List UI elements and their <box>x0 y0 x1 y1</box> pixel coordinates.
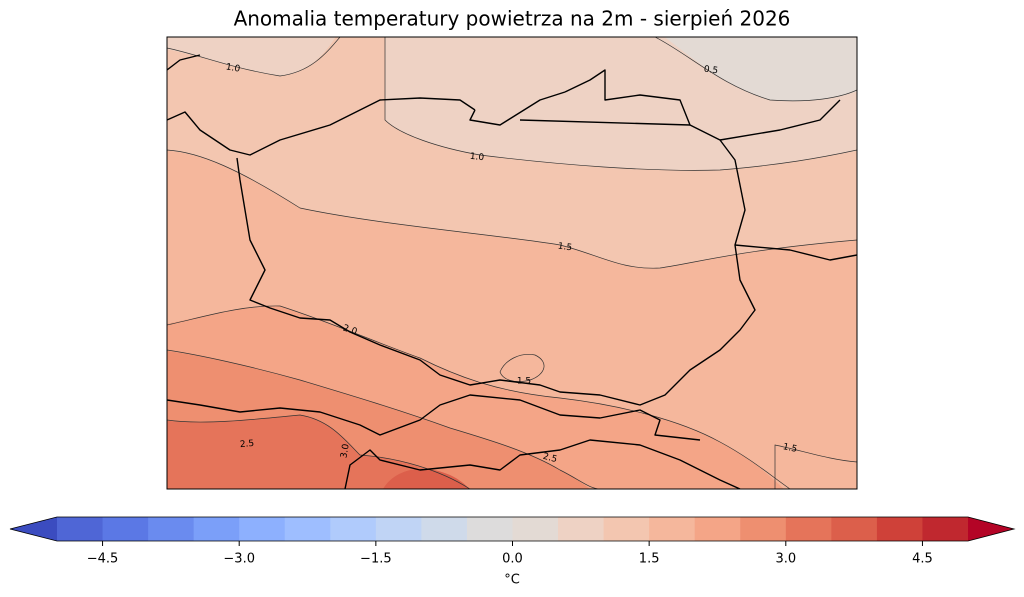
border-line <box>167 394 701 441</box>
colorbar-segment <box>922 517 969 541</box>
colorbar-tick-label: 1.5 <box>639 552 660 567</box>
field <box>664 37 857 101</box>
colorbar-segment <box>330 517 377 541</box>
contour-line <box>384 37 857 171</box>
colorbar-segment <box>148 517 195 541</box>
field <box>500 354 545 382</box>
map-title: Anomalia temperatury powietrza na 2m - s… <box>234 7 791 31</box>
border-line <box>236 69 756 406</box>
colorbar-segment <box>239 517 286 541</box>
contour-label: 1.5 <box>782 442 798 455</box>
map-frame <box>166 36 858 490</box>
contour-line <box>774 444 857 489</box>
colorbar-segment <box>603 517 650 541</box>
colorbar-segment <box>512 517 559 541</box>
contour-line <box>499 354 545 382</box>
colorbar-segment <box>831 517 878 541</box>
contour-label: 2.5 <box>239 439 254 450</box>
contour-line <box>654 37 857 102</box>
colorbar-segment <box>193 517 240 541</box>
field <box>167 415 463 489</box>
border-line <box>519 99 857 261</box>
colorbar-label: °C <box>504 573 520 588</box>
contour-line <box>167 305 791 489</box>
field <box>167 37 336 76</box>
colorbar-segment <box>785 517 832 541</box>
colorbar-frame <box>9 516 1016 542</box>
colorbar-segment <box>421 517 468 541</box>
map-area <box>167 37 857 489</box>
colorbar-tick-label: −1.5 <box>360 552 392 567</box>
colorbar-over <box>968 517 1014 541</box>
border-line <box>167 54 566 156</box>
colorbar-segment <box>466 517 513 541</box>
border-line <box>344 439 741 489</box>
contour-label: 1.5 <box>517 377 531 387</box>
contour-line <box>167 149 857 269</box>
contour-label: 0.5 <box>703 65 719 77</box>
colorbar-segment <box>284 517 331 541</box>
colorbar-tick-label: 4.5 <box>912 552 933 567</box>
contour-label: 1.0 <box>225 62 241 74</box>
colorbar-under <box>10 517 57 541</box>
contour-label: 3.0 <box>339 443 351 459</box>
colorbar-segment <box>649 517 696 541</box>
colorbar-segment <box>57 517 104 541</box>
colorbar-segment <box>876 517 923 541</box>
colorbar-segment <box>375 517 422 541</box>
contour-line <box>167 349 601 489</box>
colorbar-tick-label: −3.0 <box>223 552 255 567</box>
colorbar-tick-label: 3.0 <box>775 552 796 567</box>
colorbar-segment <box>102 517 149 541</box>
field <box>383 468 470 489</box>
contour-line <box>167 414 471 489</box>
contour-line <box>167 37 341 77</box>
contour-label: 2.5 <box>542 452 558 465</box>
colorbar-tick-label: 0.0 <box>502 552 523 567</box>
colorbar-segment <box>740 517 787 541</box>
contour-label: 1.0 <box>469 152 485 163</box>
colorbar-tick-label: −4.5 <box>87 552 119 567</box>
colorbar-segment <box>558 517 605 541</box>
contour-label: 1.5 <box>557 242 573 254</box>
colorbar-segment <box>694 517 741 541</box>
contour-label: 2.0 <box>341 324 358 338</box>
